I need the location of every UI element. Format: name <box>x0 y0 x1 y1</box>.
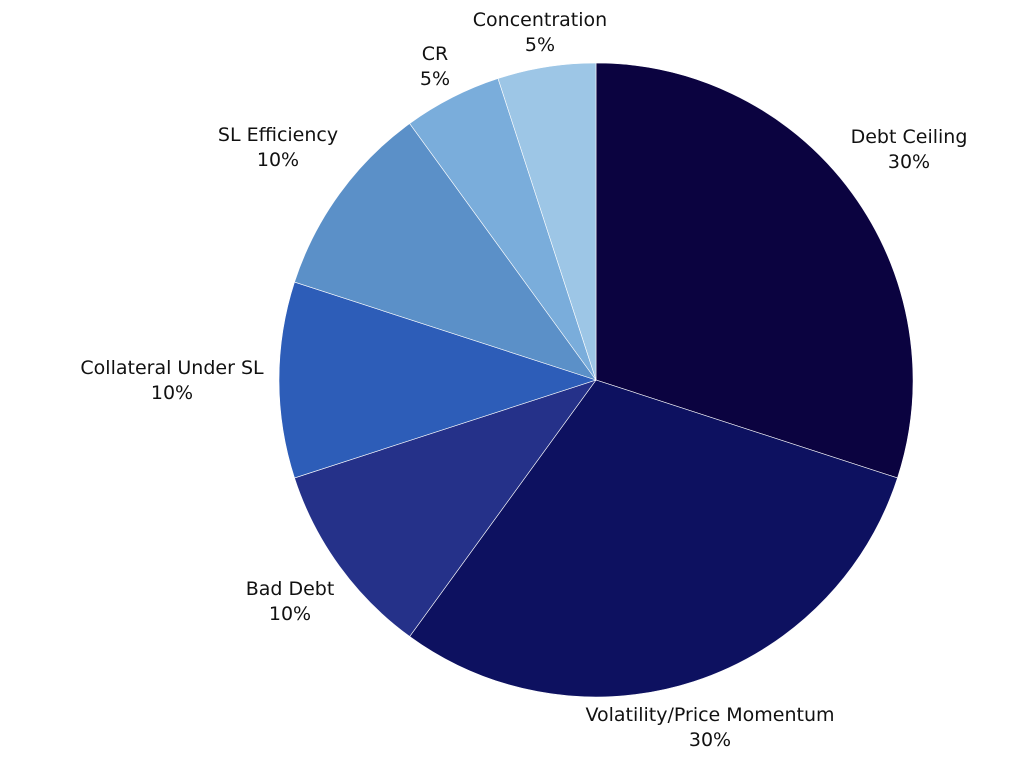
slice-label-name: Volatility/Price Momentum <box>585 704 835 726</box>
data-label: SL Efficiency 10% <box>218 123 338 173</box>
pie-slice-bad-debt <box>294 379 597 637</box>
slice-label-value: 10% <box>150 382 194 404</box>
slice-label-value: 30% <box>887 151 931 173</box>
data-label: Collateral Under SL 10% <box>80 356 263 406</box>
slice-label-name: Concentration <box>472 9 608 31</box>
slice-label-value: 30% <box>688 729 732 751</box>
slice-label-value: 5% <box>419 68 451 90</box>
slice-label-value: 10% <box>256 149 300 171</box>
data-label: Debt Ceiling 30% <box>851 125 968 175</box>
data-label: Concentration 5% <box>473 8 607 58</box>
pie-slice-collateral-under-sl <box>278 281 597 479</box>
pie-slice-volatility-price-momentum <box>409 379 898 698</box>
pie-slice-debt-ceiling <box>595 62 914 479</box>
slice-label-value: 10% <box>268 603 312 625</box>
pie-slice-concentration <box>497 62 597 381</box>
data-label: Volatility/Price Momentum 30% <box>585 703 834 753</box>
slice-label-name: Bad Debt <box>245 578 335 600</box>
slice-label-name: Collateral Under SL <box>80 357 264 379</box>
pie-slice-sl-efficiency <box>294 123 597 381</box>
data-label: Bad Debt 10% <box>246 577 335 627</box>
slice-label-name: CR <box>421 43 449 65</box>
slice-label-value: 5% <box>524 34 556 56</box>
slice-label-name: Debt Ceiling <box>850 126 968 148</box>
slice-label-name: SL Efficiency <box>217 124 339 146</box>
data-label: CR 5% <box>420 42 450 92</box>
